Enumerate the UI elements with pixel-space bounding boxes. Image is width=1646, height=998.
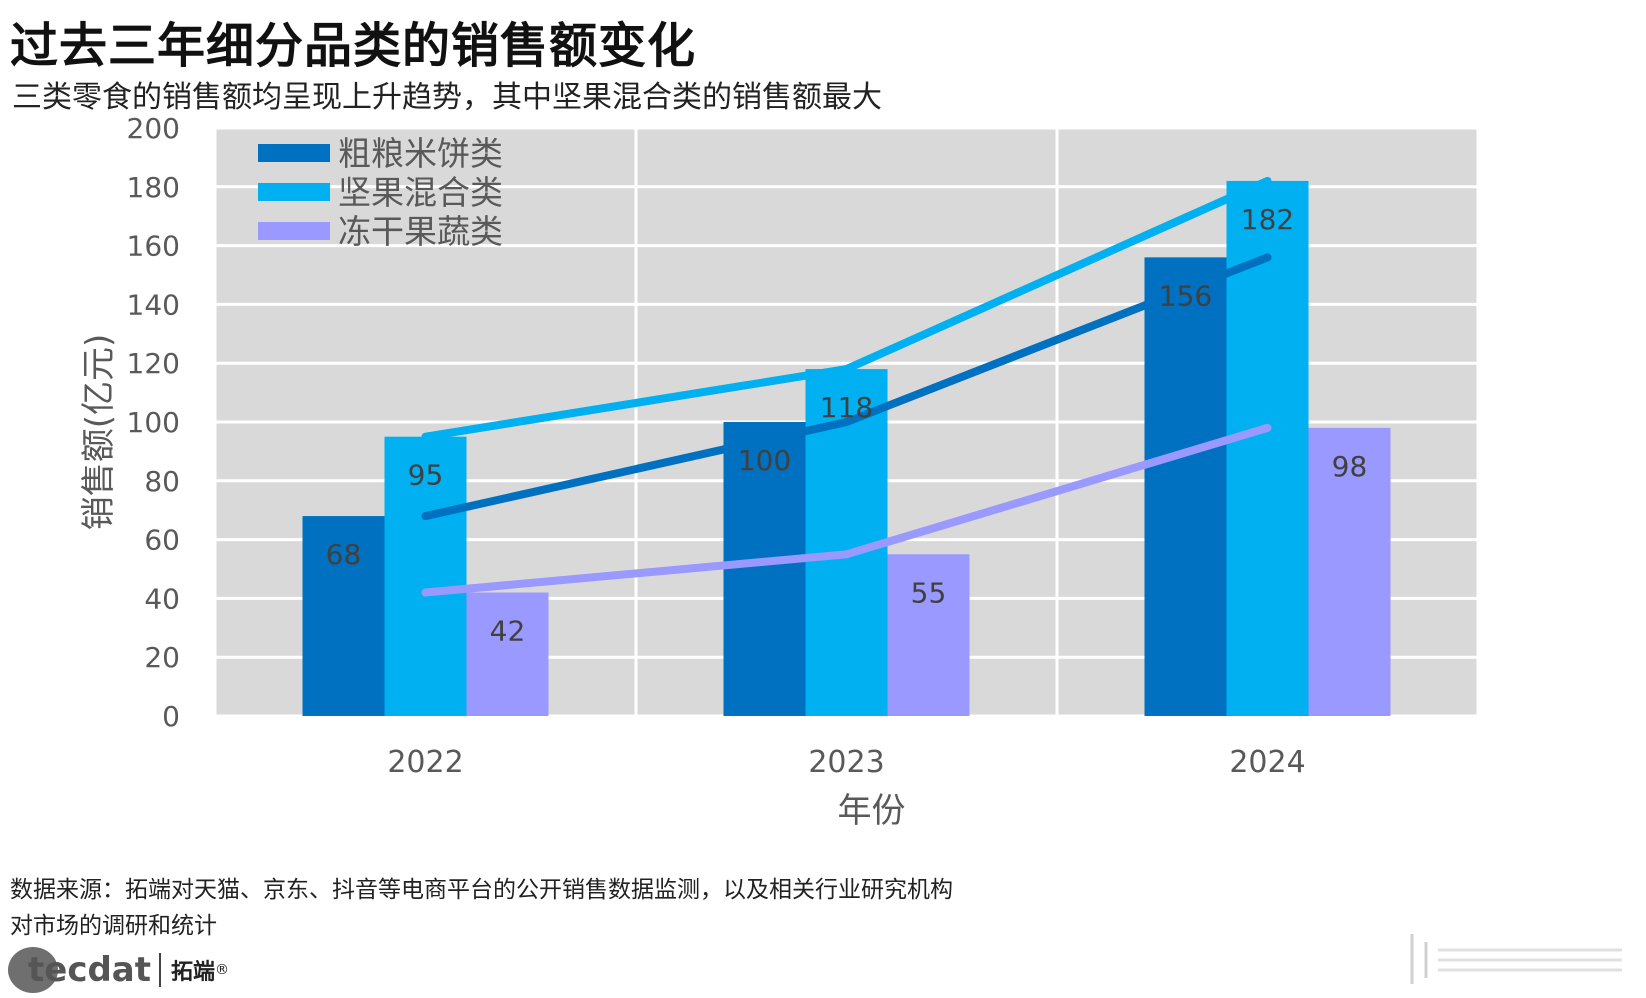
y-tick-label: 80 [144, 465, 180, 498]
legend-swatch [258, 222, 330, 240]
data-label: 100 [738, 444, 791, 477]
logo-divider [159, 953, 162, 987]
legend-swatch [258, 183, 330, 201]
series-trend-line [421, 423, 1272, 597]
logo-registered-mark: ® [215, 962, 230, 978]
data-label: 98 [1332, 450, 1368, 483]
y-tick-label: 140 [127, 288, 180, 321]
logo-brand-cn: 拓端 [171, 960, 216, 985]
y-tick-label: 120 [127, 347, 180, 380]
legend-label: 冻干果蔬类 [338, 212, 503, 251]
series-trend-line [421, 253, 1272, 521]
y-axis-title: 销售额(亿元) [79, 334, 119, 531]
data-source-note: 数据来源：拓端对天猫、京东、抖音等电商平台的公开销售数据监测，以及相关行业研究机… [10, 877, 953, 939]
data-label: 156 [1159, 279, 1212, 312]
y-tick-label: 20 [144, 641, 180, 674]
sales-chart: 0 20 40 60 80 100 120 140 160 180 200 68 100 156 95 118… [79, 112, 1480, 831]
data-label: 55 [911, 576, 947, 609]
y-tick-label: 40 [144, 582, 180, 615]
y-tick-label: 200 [127, 112, 180, 145]
bar [1308, 427, 1391, 716]
logo-brand-en: tecdat [28, 950, 152, 990]
y-tick-label: 100 [127, 406, 180, 439]
data-label: 182 [1241, 203, 1294, 236]
legend-swatch [258, 144, 330, 162]
x-tick-label: 2023 [808, 745, 884, 780]
x-axis-title: 年份 [838, 791, 906, 831]
legend-label: 粗粮米饼类 [338, 134, 503, 173]
legend-label: 坚果混合类 [338, 173, 503, 212]
watermark-icon [1392, 928, 1632, 990]
y-tick-label: 180 [127, 171, 180, 204]
page-title: 过去三年细分品类的销售额变化 [10, 18, 697, 74]
y-tick-label: 160 [127, 230, 180, 263]
logo-circle-icon [8, 947, 58, 993]
data-label: 42 [490, 615, 526, 648]
x-tick-label: 2022 [387, 745, 463, 780]
page-subtitle: 三类零食的销售额均呈现上升趋势，其中坚果混合类的销售额最大 [12, 80, 882, 115]
y-tick-label: 0 [162, 700, 180, 733]
y-tick-label: 60 [144, 524, 180, 557]
x-tick-label: 2024 [1229, 745, 1305, 780]
data-label: 118 [820, 391, 873, 424]
bar [887, 554, 970, 716]
bar [466, 592, 549, 716]
bar [384, 436, 467, 716]
bar [723, 422, 806, 716]
bar [302, 516, 385, 716]
bar [1144, 257, 1227, 716]
tecdat-logo: tecdat 拓端 ® [8, 946, 229, 994]
series-trend-line [421, 176, 1272, 441]
data-label: 95 [408, 459, 444, 492]
data-label: 68 [326, 538, 362, 571]
